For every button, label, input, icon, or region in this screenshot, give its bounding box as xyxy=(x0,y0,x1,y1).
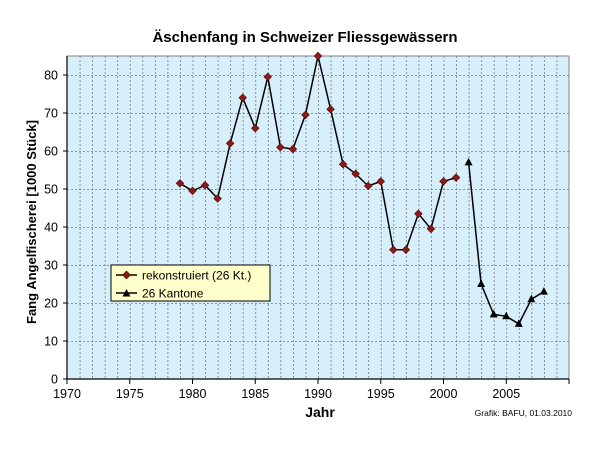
y-tick-label: 60 xyxy=(44,145,58,159)
data-point xyxy=(251,123,260,133)
data-point xyxy=(439,177,448,186)
data-point xyxy=(376,177,385,186)
data-point xyxy=(238,93,247,103)
data-point xyxy=(188,186,197,196)
data-point xyxy=(363,181,373,191)
data-point xyxy=(351,169,360,179)
legend-label-26-kantone: 26 Kantone xyxy=(142,287,204,301)
legend: rekonstruiert (26 Kt.) 26 Kantone xyxy=(110,264,271,302)
y-tick-label: 50 xyxy=(44,183,58,197)
data-point xyxy=(389,245,398,255)
x-axis-label: Jahr xyxy=(305,404,335,420)
x-tick-label: 1995 xyxy=(367,387,395,401)
x-tick-label: 1975 xyxy=(116,387,144,401)
data-point xyxy=(464,157,473,166)
series-2 xyxy=(464,157,548,327)
data-point xyxy=(527,294,536,303)
plot-area: 0 10 20 30 40 50 60 70 80 1970 1975 1980 1985 1990 199… xyxy=(44,51,570,401)
x-tick-label: 1980 xyxy=(179,387,207,401)
plot-background xyxy=(66,55,570,380)
legend-entry-reconstructed: rekonstruiert (26 Kt.) xyxy=(116,269,251,283)
legend-triangle-marker xyxy=(122,289,131,297)
data-point xyxy=(213,194,222,203)
legend-diamond-marker xyxy=(122,270,131,280)
data-point xyxy=(288,144,298,154)
data-point xyxy=(514,319,523,327)
y-tick-label: 70 xyxy=(44,107,58,121)
series-1 xyxy=(175,51,461,255)
legend-label-reconstructed: rekonstruiert (26 Kt.) xyxy=(142,269,251,283)
grid xyxy=(67,56,569,379)
data-point xyxy=(539,287,548,295)
y-tick-label: 80 xyxy=(44,69,58,83)
data-point xyxy=(502,311,511,320)
data-point xyxy=(326,104,335,114)
data-point xyxy=(489,309,498,318)
data-point xyxy=(175,179,185,188)
series xyxy=(175,51,548,327)
y-tick-label: 20 xyxy=(44,297,58,311)
data-point xyxy=(401,245,411,255)
data-point xyxy=(477,279,486,287)
y-tick-label: 40 xyxy=(44,221,58,235)
x-tick-label: 2000 xyxy=(430,387,458,401)
x-tick-label: 1985 xyxy=(241,387,269,401)
data-point xyxy=(338,160,348,169)
y-tick-label: 10 xyxy=(44,335,58,349)
data-point xyxy=(426,224,436,234)
credit-text: Grafik: BAFU, 01.03.2010 xyxy=(475,408,573,418)
x-tick-label: 1990 xyxy=(304,387,332,401)
data-point xyxy=(200,180,210,190)
data-point xyxy=(313,51,323,61)
y-tick-label: 30 xyxy=(44,259,58,273)
y-axis-label: Fang Angelfischerei [1000 Stück] xyxy=(24,120,39,324)
axes: 0 10 20 30 40 50 60 70 80 1970 1975 1980 1985 1990 199… xyxy=(44,56,570,401)
data-point xyxy=(414,209,423,218)
y-tick-label: 0 xyxy=(51,373,58,387)
data-point xyxy=(225,139,235,148)
data-point xyxy=(263,72,273,82)
x-tick-label: 1970 xyxy=(53,387,81,401)
data-point xyxy=(301,110,310,120)
chart-title: Äschenfang in Schweizer Fliessgewässern xyxy=(152,29,457,46)
x-tick-label: 2005 xyxy=(492,387,520,401)
legend-entry-26-kantone: 26 Kantone xyxy=(116,287,204,301)
data-point xyxy=(451,173,461,182)
legend-box xyxy=(110,264,271,302)
data-point xyxy=(276,142,285,152)
